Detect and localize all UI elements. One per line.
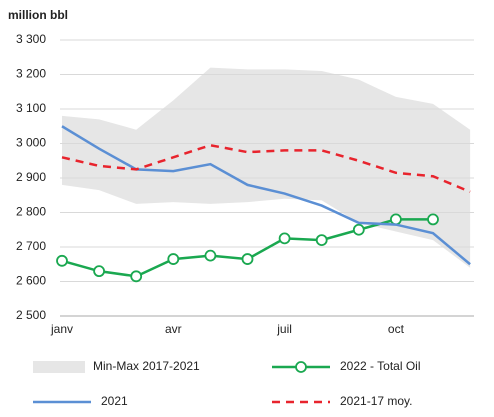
series-marker xyxy=(427,213,439,226)
series-line xyxy=(61,218,433,278)
legend-label: 2022 - Total Oil xyxy=(340,359,421,373)
series-marker xyxy=(278,232,291,245)
series-marker xyxy=(352,223,365,236)
series-marker xyxy=(56,254,68,267)
x-tick-label: janv xyxy=(50,322,73,336)
y-tick-label: 2 800 xyxy=(16,205,46,219)
series-marker xyxy=(315,234,328,247)
series-marker xyxy=(93,265,105,278)
series-marker xyxy=(167,253,180,265)
series-marker xyxy=(389,213,402,226)
y-tick-label: 3 300 xyxy=(16,32,46,46)
x-tick-label: avr xyxy=(165,322,182,336)
y-tick-label: 3 100 xyxy=(16,101,46,115)
series-line xyxy=(61,125,471,266)
legend-label: Min-Max 2017-2021 xyxy=(93,359,200,373)
legend-label: 2021 xyxy=(101,394,128,408)
y-tick-label: 3 200 xyxy=(16,67,46,81)
legend-marker xyxy=(295,361,307,373)
x-tick-label: oct xyxy=(388,322,405,336)
y-tick-label: 3 000 xyxy=(16,136,46,150)
series-marker xyxy=(130,270,143,283)
chart-title: million bbl xyxy=(8,8,68,22)
legend-swatch xyxy=(33,361,85,373)
y-tick-label: 2 600 xyxy=(16,274,46,288)
series-marker xyxy=(241,253,254,265)
x-tick-label: juil xyxy=(276,322,292,336)
series-marker xyxy=(204,249,217,262)
y-tick-label: 2 900 xyxy=(16,170,46,184)
range-band xyxy=(62,67,471,268)
legend-label: 2021-17 moy. xyxy=(340,394,413,408)
y-tick-label: 2 700 xyxy=(16,239,46,253)
y-tick-label: 2 500 xyxy=(16,308,46,322)
